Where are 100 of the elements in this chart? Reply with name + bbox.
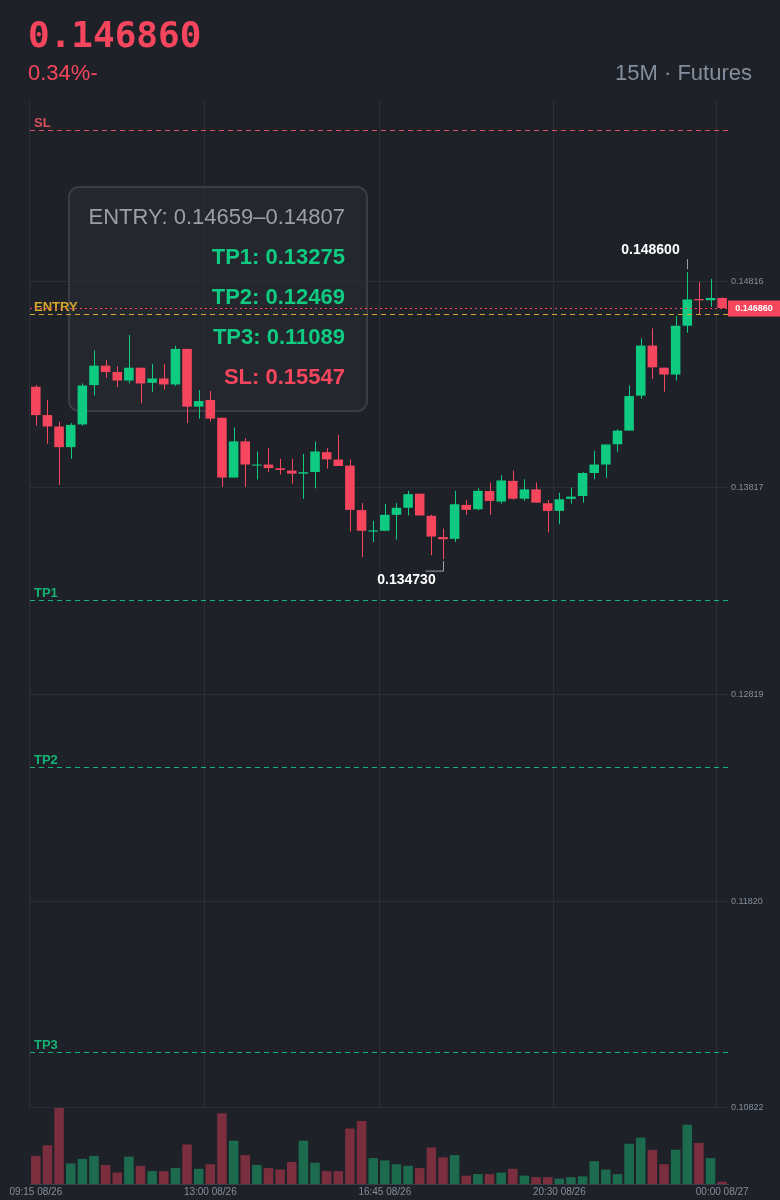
bar [345,1128,355,1184]
bar [368,1158,378,1184]
category-label: 00:00 08/27 [695,1185,749,1197]
candlestick [531,482,541,504]
bar [519,1175,530,1184]
category-label: 20:30 08/26 [532,1185,586,1197]
candlestick [240,437,250,488]
bar [54,1108,64,1184]
bar [438,1157,448,1184]
candlestick [368,520,378,543]
candlestick [438,528,448,560]
bar [124,1156,134,1184]
candlestick [252,451,262,480]
candlestick [647,327,658,380]
bar [240,1155,250,1184]
y-tick-label: 0.12819 [731,688,764,699]
bar [542,1177,553,1184]
candlestick [554,492,565,525]
candlestick [124,334,134,384]
bar [484,1174,495,1184]
candlestick [286,458,297,485]
bar [496,1172,506,1184]
bar [42,1145,53,1184]
category-label: 13:00 08/26 [183,1185,237,1197]
bar [159,1171,169,1184]
candlestick [496,474,506,505]
candlestick [589,450,599,480]
candlestick [542,499,553,533]
candlestick [391,502,402,541]
candlestick [298,453,309,500]
annotation: ENTRY: 0.14659–0.14807 [87,203,345,231]
bar [531,1177,541,1184]
annotation: SL: 0.15547 [222,363,345,391]
candlestick [147,363,157,393]
candlestick [380,503,390,532]
bar [473,1174,483,1184]
bar [601,1169,611,1184]
text: 15M · Futures [615,60,752,86]
bar [263,1168,274,1184]
candlestick [54,421,64,486]
bar [659,1164,669,1184]
chart-title: 0.146860 [28,14,202,55]
bar [589,1161,599,1184]
bar [252,1165,262,1184]
y-tick-label: 0.13817 [731,482,764,493]
bar [694,1142,704,1184]
candlestick [601,443,611,479]
candlestick [42,399,53,445]
candlestick [612,428,623,453]
candlestick [577,471,588,504]
bar [717,1181,727,1184]
bar [321,1171,332,1184]
candlestick [112,365,123,388]
candlestick [484,482,495,516]
ref-line-label: SL [34,114,51,130]
candlestick [135,367,146,404]
bar [612,1174,623,1184]
bar [391,1164,402,1184]
candlestick [65,422,76,460]
bar [228,1140,239,1184]
bar [89,1155,99,1184]
bar [356,1120,367,1184]
annotation: TP1: 0.13275 [210,243,345,271]
bar [298,1140,309,1184]
category-label: 16:45 08/26 [358,1185,412,1197]
candlestick [403,490,413,516]
ref-line-label: TP1 [34,584,58,600]
ref-line-label: 0.146860 [735,302,773,313]
bar [333,1171,344,1184]
bar [147,1171,157,1184]
bar [577,1176,588,1184]
y-tick-label: 0.14816 [731,275,764,286]
bar [310,1162,320,1184]
bar [414,1168,425,1184]
ref-line-label: TP2 [34,751,58,767]
bar [286,1161,297,1184]
bar [170,1168,181,1184]
bar [566,1177,576,1184]
bar [31,1155,41,1184]
candlestick [310,441,320,489]
candlestick [89,350,99,396]
bar [380,1160,390,1184]
candlestick [321,447,332,470]
bar [193,1168,204,1184]
bar [135,1165,146,1184]
bar [647,1149,658,1184]
bar [217,1113,227,1184]
bar [100,1165,111,1184]
bar [275,1169,285,1184]
candlestick [356,502,367,558]
bar [65,1163,76,1184]
bar [461,1175,472,1184]
annotation: TP2: 0.12469 [211,284,345,309]
bar [508,1168,518,1184]
annotation: TP3: 0.11089 [211,323,345,351]
bar [670,1149,681,1184]
candlestick [193,389,204,420]
bar [403,1165,413,1184]
bar [624,1143,634,1184]
bar [205,1164,216,1184]
